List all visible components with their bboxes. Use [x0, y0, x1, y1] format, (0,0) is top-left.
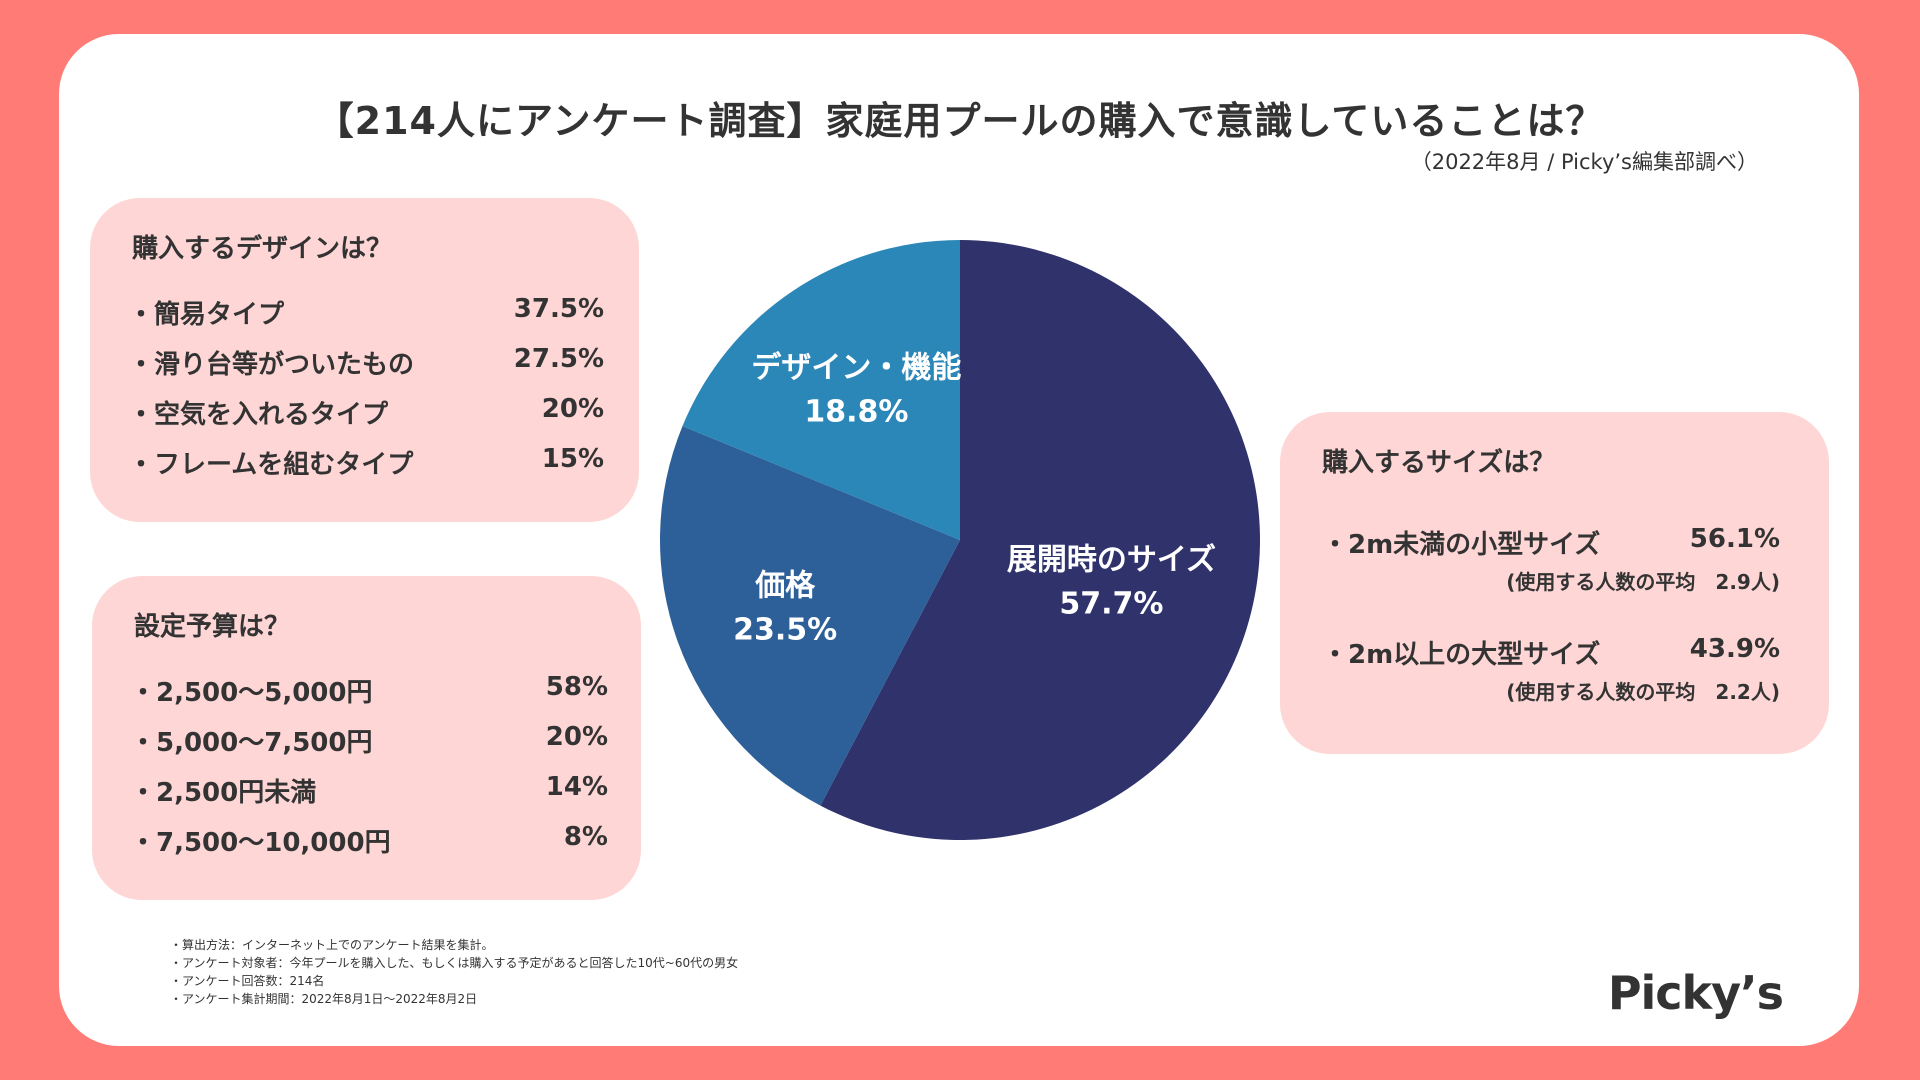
- budget-item-value: 14%: [545, 772, 608, 802]
- design-item-value: 37.5%: [513, 294, 604, 324]
- footnote: ・アンケート集計期間：2022年8月1日〜2022年8月2日: [170, 992, 478, 1006]
- size-item-label: ・2m未満の小型サイズ: [1322, 530, 1601, 560]
- budget-item: ・5,000〜7,500円 20%: [130, 722, 608, 759]
- size-item: ・2m以上の大型サイズ 43.9%: [1322, 634, 1780, 671]
- size-item-label: ・2m以上の大型サイズ: [1322, 640, 1601, 670]
- budget-item-label: ・5,000〜7,500円: [130, 728, 373, 758]
- budget-item-value: 58%: [545, 672, 608, 702]
- size-item: ・2m未満の小型サイズ 56.1%: [1322, 524, 1780, 561]
- budget-item: ・2,500〜5,000円 58%: [130, 672, 608, 709]
- page-title: 【214人にアンケート調査】家庭用プールの購入で意識していることは？: [315, 99, 1605, 143]
- footnote: ・アンケート対象者：今年プールを購入した、もしくは購入する予定があると回答した1…: [170, 956, 739, 970]
- budget-item: ・7,500〜10,000円 8%: [130, 822, 608, 859]
- size-item-note: (使用する人数の平均 2.2人): [1506, 680, 1780, 704]
- size-box: 購入するサイズは？ ・2m未満の小型サイズ 56.1% (使用する人数の平均 2…: [1280, 412, 1829, 754]
- budget-item: ・2,500円未満 14%: [130, 772, 608, 809]
- size-item-value: 43.9%: [1689, 634, 1780, 664]
- design-box-heading: 購入するデザインは？: [132, 234, 393, 264]
- footnotes: ・算出方法：インターネット上でのアンケート結果を集計。 ・アンケート対象者：今年…: [170, 936, 738, 1008]
- footnote: ・算出方法：インターネット上でのアンケート結果を集計。: [170, 938, 494, 952]
- budget-item-value: 8%: [563, 822, 608, 852]
- budget-item-label: ・2,500〜5,000円: [130, 678, 373, 708]
- budget-box: 設定予算は？ ・2,500〜5,000円 58% ・5,000〜7,500円 2…: [92, 576, 641, 900]
- design-item: ・空気を入れるタイプ 20%: [128, 394, 604, 431]
- design-box: 購入するデザインは？ ・簡易タイプ 37.5% ・滑り台等がついたもの 27.5…: [90, 198, 639, 522]
- picky-logo: Picky’s: [1607, 966, 1784, 1020]
- design-item-value: 20%: [541, 394, 604, 424]
- design-item-value: 15%: [541, 444, 604, 474]
- budget-item-value: 20%: [545, 722, 608, 752]
- budget-item-label: ・7,500〜10,000円: [130, 828, 391, 858]
- design-item: ・簡易タイプ 37.5%: [128, 294, 604, 331]
- design-item-label: ・フレームを組むタイプ: [128, 450, 414, 480]
- design-item-label: ・空気を入れるタイプ: [128, 400, 389, 430]
- size-box-heading: 購入するサイズは？: [1322, 448, 1556, 478]
- page-subtitle: （2022年8月 / Picky’s編集部調べ）: [1410, 150, 1758, 174]
- design-item-value: 27.5%: [513, 344, 604, 374]
- size-item-note: (使用する人数の平均 2.9人): [1506, 570, 1780, 594]
- footnote: ・アンケート回答数：214名: [170, 974, 325, 988]
- budget-box-heading: 設定予算は？: [134, 612, 291, 642]
- design-item-label: ・簡易タイプ: [128, 300, 285, 330]
- design-item-label: ・滑り台等がついたもの: [128, 350, 415, 380]
- design-item: ・滑り台等がついたもの 27.5%: [128, 344, 604, 381]
- design-item: ・フレームを組むタイプ 15%: [128, 444, 604, 481]
- size-item-value: 56.1%: [1689, 524, 1780, 554]
- budget-item-label: ・2,500円未満: [130, 778, 317, 808]
